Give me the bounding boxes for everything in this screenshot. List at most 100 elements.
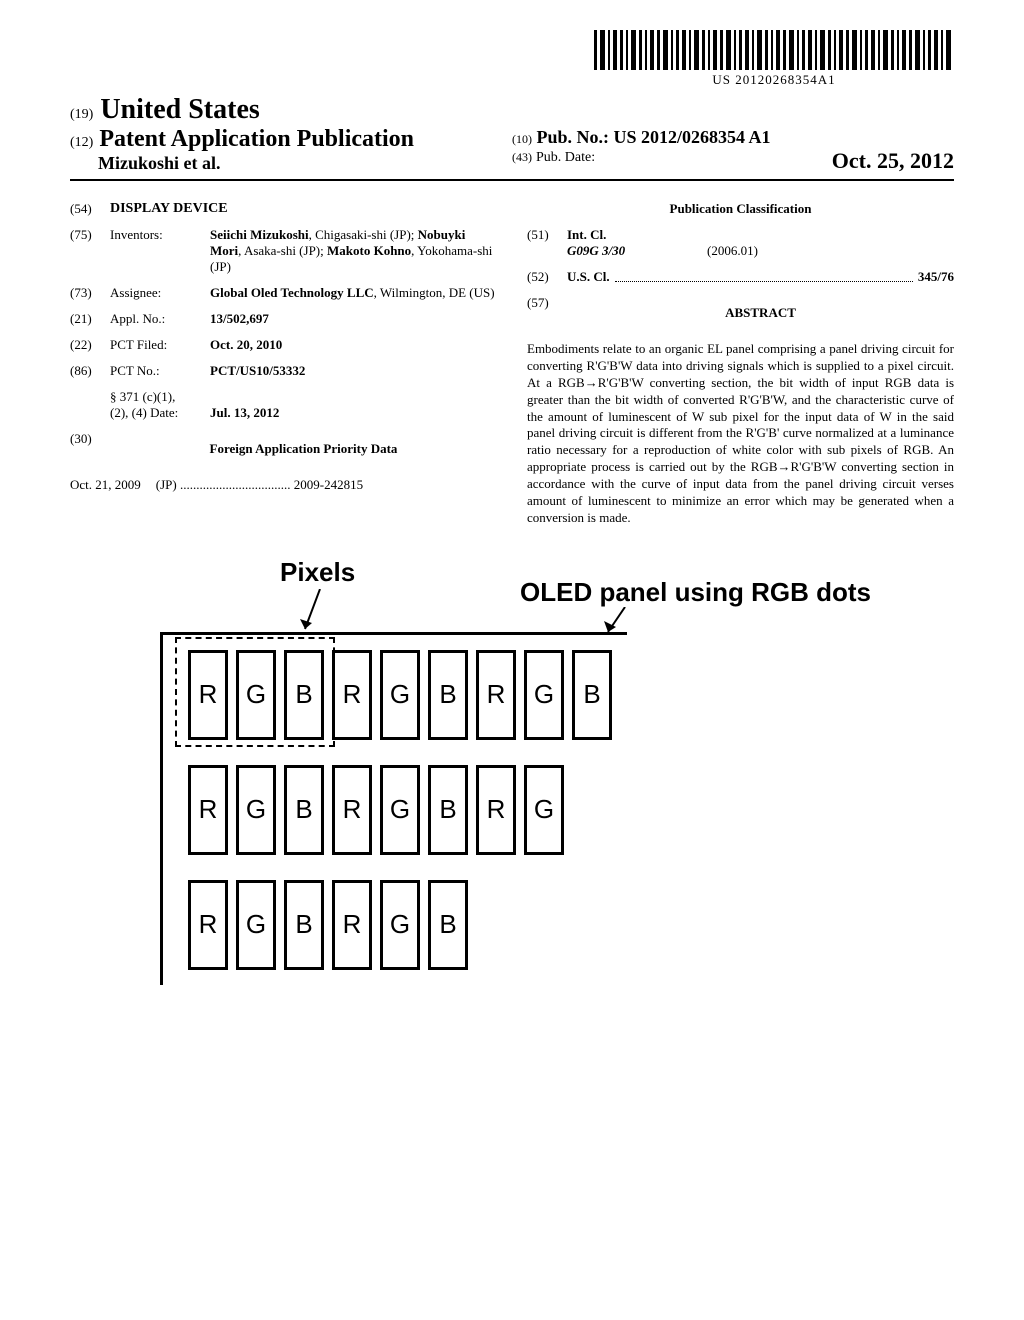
country-line: (19) United States bbox=[70, 94, 512, 126]
subpixel-r: R bbox=[476, 650, 516, 740]
pub-date-label: Pub. Date: bbox=[536, 150, 595, 165]
pub-no-line: (10) Pub. No.: US 2012/0268354 A1 bbox=[512, 127, 954, 148]
inventor-3: Makoto Kohno bbox=[327, 243, 411, 258]
subpixel-g: G bbox=[380, 650, 420, 740]
priority-row: Oct. 21, 2009 (JP) .....................… bbox=[70, 477, 497, 493]
section-371-row: § 371 (c)(1), bbox=[70, 389, 497, 405]
pixel-row: RGBRGBRG bbox=[188, 765, 612, 855]
foreign-code: (30) bbox=[70, 431, 110, 467]
int-cl-spacer bbox=[527, 243, 567, 259]
inventor-1-loc: , Chigasaki-shi (JP); bbox=[309, 227, 418, 242]
subpixel-r: R bbox=[188, 765, 228, 855]
inventors-value: Seiichi Mizukoshi, Chigasaki-shi (JP); N… bbox=[210, 227, 497, 275]
pct-no-code: (86) bbox=[70, 363, 110, 379]
appl-code: (21) bbox=[70, 311, 110, 327]
pixel-highlight-box bbox=[175, 637, 335, 747]
us-cl-row: (52) U.S. Cl. 345/76 bbox=[527, 269, 954, 285]
content-section: (54) DISPLAY DEVICE (75) Inventors: Seii… bbox=[70, 201, 954, 527]
abstract-header: ABSTRACT bbox=[567, 305, 954, 321]
int-cl-class-row: G09G 3/30 (2006.01) bbox=[527, 243, 954, 259]
authors-text: Mizukoshi et al. bbox=[98, 153, 221, 173]
subpixel-b: B bbox=[284, 765, 324, 855]
barcode: US 20120268354A1 bbox=[594, 30, 954, 88]
pct-filed-value: Oct. 20, 2010 bbox=[210, 337, 497, 353]
subpixel-r: R bbox=[332, 650, 372, 740]
pct-no-row: (86) PCT No.: PCT/US10/53332 bbox=[70, 363, 497, 379]
section-371-date-label: (2), (4) Date: bbox=[110, 405, 210, 421]
subpixel-b: B bbox=[428, 880, 468, 970]
pixels-label: Pixels bbox=[280, 557, 355, 588]
country-prefix: (19) bbox=[70, 107, 93, 122]
pct-filed-label: PCT Filed: bbox=[110, 337, 210, 353]
subpixel-b: B bbox=[428, 765, 468, 855]
foreign-header: Foreign Application Priority Data bbox=[110, 441, 497, 457]
subpixel-g: G bbox=[236, 880, 276, 970]
assignee-code: (73) bbox=[70, 285, 110, 301]
int-cl-code: (51) bbox=[527, 227, 567, 243]
figure-wrapper: Pixels OLED panel using RGB dots RGBRGBR… bbox=[120, 557, 954, 1017]
subpixel-b: B bbox=[572, 650, 612, 740]
assignee-label: Assignee: bbox=[110, 285, 210, 301]
pct-filed-code: (22) bbox=[70, 337, 110, 353]
subpixel-g: G bbox=[236, 765, 276, 855]
subpixel-r: R bbox=[476, 765, 516, 855]
subpixel-g: G bbox=[380, 880, 420, 970]
int-cl-date: (2006.01) bbox=[707, 243, 758, 259]
int-cl-label: Int. Cl. bbox=[567, 227, 606, 243]
pub-no-prefix: (10) bbox=[512, 132, 532, 146]
us-cl-value: 345/76 bbox=[918, 269, 954, 285]
pub-type-line: (12) Patent Application Publication bbox=[70, 126, 512, 153]
subpixel-b: B bbox=[428, 650, 468, 740]
appl-value: 13/502,697 bbox=[210, 311, 497, 327]
subpixel-g: G bbox=[380, 765, 420, 855]
title-code: (54) bbox=[70, 201, 110, 217]
abstract-code: (57) bbox=[527, 295, 567, 331]
figure-section: Pixels OLED panel using RGB dots RGBRGBR… bbox=[70, 557, 954, 1017]
section-371-date-row: (2), (4) Date: Jul. 13, 2012 bbox=[70, 405, 497, 421]
abstract-header-row: (57) ABSTRACT bbox=[527, 295, 954, 331]
priority-dots: .................................. bbox=[180, 477, 294, 492]
subpixel-b: B bbox=[284, 880, 324, 970]
pub-type-prefix: (12) bbox=[70, 135, 93, 150]
header-right: (10) Pub. No.: US 2012/0268354 A1 (43) P… bbox=[512, 127, 954, 174]
pub-no-label: Pub. No.: bbox=[537, 127, 610, 147]
subpixel-r: R bbox=[332, 880, 372, 970]
patent-header: (19) United States (12) Patent Applicati… bbox=[70, 94, 954, 181]
priority-date: Oct. 21, 2009 bbox=[70, 477, 141, 493]
right-column: Publication Classification (51) Int. Cl.… bbox=[527, 201, 954, 527]
title-value: DISPLAY DEVICE bbox=[110, 201, 228, 217]
assignee-value: Global Oled Technology LLC, Wilmington, … bbox=[210, 285, 497, 301]
abstract-text: Embodiments relate to an organic EL pane… bbox=[527, 341, 954, 527]
inventors-row: (75) Inventors: Seiichi Mizukoshi, Chiga… bbox=[70, 227, 497, 275]
oled-panel-label: OLED panel using RGB dots bbox=[520, 577, 871, 608]
pub-date-value: Oct. 25, 2012 bbox=[832, 148, 954, 174]
appl-row: (21) Appl. No.: 13/502,697 bbox=[70, 311, 497, 327]
barcode-text: US 20120268354A1 bbox=[594, 72, 954, 88]
authors-line: Mizukoshi et al. bbox=[70, 153, 512, 174]
country-name: United States bbox=[100, 94, 259, 125]
int-cl-row: (51) Int. Cl. bbox=[527, 227, 954, 243]
section-371-date-spacer bbox=[70, 405, 110, 421]
us-cl-dots bbox=[615, 269, 913, 282]
appl-label: Appl. No.: bbox=[110, 311, 210, 327]
header-left: (19) United States (12) Patent Applicati… bbox=[70, 94, 512, 174]
left-column: (54) DISPLAY DEVICE (75) Inventors: Seii… bbox=[70, 201, 497, 527]
pub-date-line: (43) Pub. Date: Oct. 25, 2012 bbox=[512, 148, 954, 174]
pub-no-value: US 2012/0268354 A1 bbox=[614, 127, 771, 147]
assignee-row: (73) Assignee: Global Oled Technology LL… bbox=[70, 285, 497, 301]
pub-date-prefix: (43) bbox=[512, 150, 532, 164]
assignee-name: Global Oled Technology LLC bbox=[210, 285, 374, 300]
inventor-2-loc: , Asaka-shi (JP); bbox=[238, 243, 327, 258]
priority-number: 2009-242815 bbox=[294, 477, 363, 492]
us-cl-code: (52) bbox=[527, 269, 567, 285]
subpixel-g: G bbox=[524, 765, 564, 855]
pct-no-value: PCT/US10/53332 bbox=[210, 363, 497, 379]
foreign-header-row: (30) Foreign Application Priority Data bbox=[70, 431, 497, 467]
pub-type-text: Patent Application Publication bbox=[99, 126, 414, 152]
us-cl-label: U.S. Cl. bbox=[567, 269, 610, 285]
pct-filed-row: (22) PCT Filed: Oct. 20, 2010 bbox=[70, 337, 497, 353]
priority-country: (JP) bbox=[156, 477, 177, 492]
assignee-loc: , Wilmington, DE (US) bbox=[374, 285, 495, 300]
subpixel-r: R bbox=[188, 880, 228, 970]
section-371-label: § 371 (c)(1), bbox=[110, 389, 210, 405]
